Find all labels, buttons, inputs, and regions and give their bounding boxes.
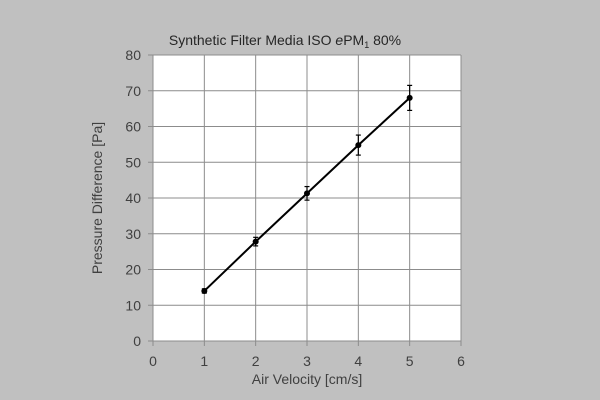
y-tick-label: 10 [125, 297, 141, 313]
chart-title: Synthetic Filter Media ISO ePM1 80% [169, 32, 401, 50]
x-tick-label: 5 [406, 353, 414, 369]
y-tick-label: 40 [125, 190, 141, 206]
data-layer [201, 84, 413, 294]
x-tick-label: 3 [303, 353, 311, 369]
data-point [252, 238, 259, 245]
x-tick-label: 6 [457, 353, 465, 369]
x-axis-title: Air Velocity [cm/s] [252, 371, 362, 387]
data-point [355, 142, 362, 149]
y-tick-label: 0 [133, 333, 141, 349]
x-tick-label: 4 [354, 353, 362, 369]
data-point [406, 94, 413, 101]
grid-lines [148, 54, 462, 346]
y-tick-label: 50 [125, 154, 141, 170]
y-tick-label: 60 [125, 119, 141, 135]
y-tick-label: 80 [125, 47, 141, 63]
y-tick-label: 70 [125, 83, 141, 99]
y-tick-label: 30 [125, 226, 141, 242]
x-tick-label: 1 [200, 353, 208, 369]
data-point [304, 190, 310, 197]
x-tick-label: 2 [252, 353, 260, 369]
data-point [201, 287, 208, 294]
x-tick-label: 0 [149, 353, 157, 369]
y-axis-title: Pressure Difference [Pa] [89, 122, 105, 274]
y-tick-label: 20 [125, 262, 141, 278]
